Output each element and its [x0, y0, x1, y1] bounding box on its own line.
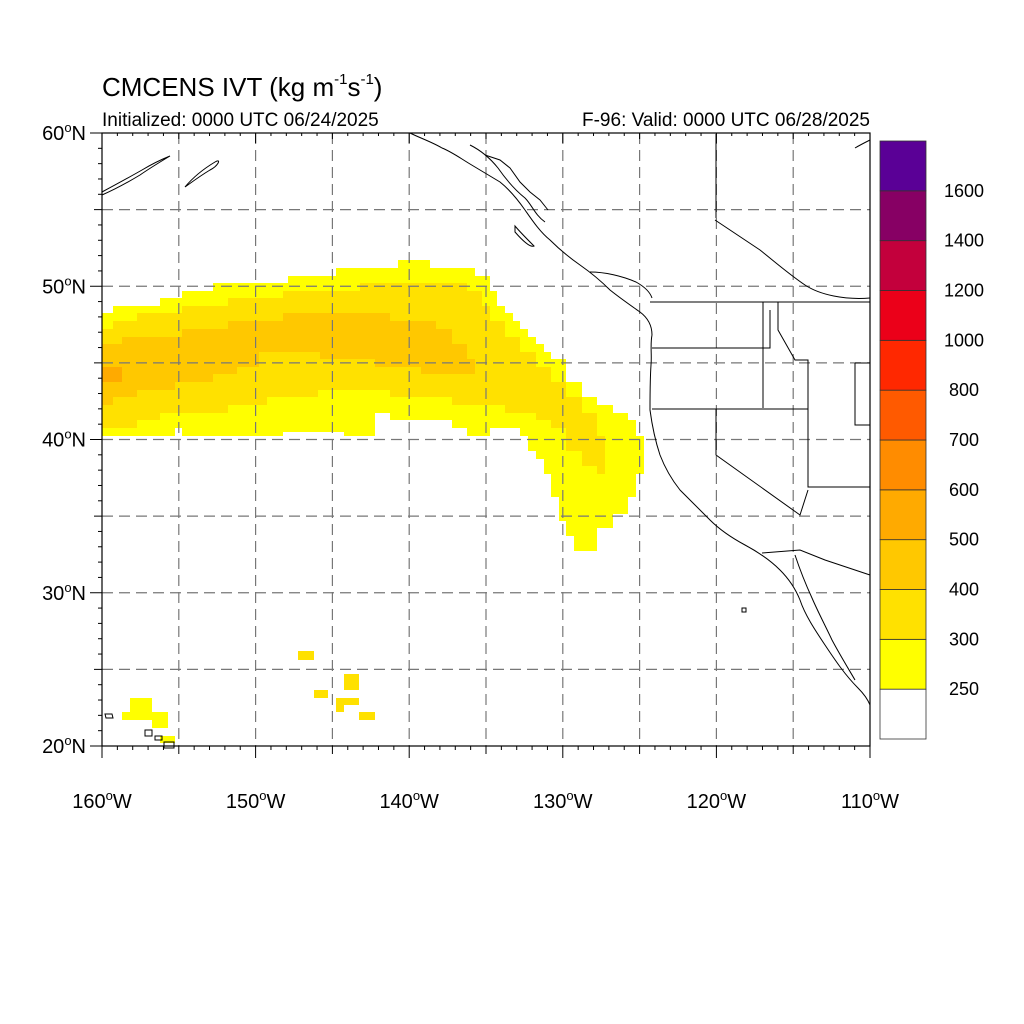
political-borders	[650, 134, 871, 576]
colorbar-swatch	[879, 190, 927, 242]
colorbar-label: 400	[949, 580, 979, 600]
axis-labels: 160oW 150oW 140oW 130oW 120oW 110oW 60oN 50oN 40…	[42, 120, 899, 813]
colorbar-swatch	[879, 638, 927, 690]
lat-tick-label: 60oN	[42, 120, 86, 145]
lat-tick-label: 40oN	[42, 427, 86, 452]
colorbar-label: 700	[949, 430, 979, 450]
colorbar-label: 1400	[944, 231, 984, 251]
lon-tick-label: 140oW	[379, 788, 439, 813]
colorbar-swatch	[879, 290, 927, 341]
colorbar-swatch	[879, 240, 927, 291]
ivt-area-400	[102, 313, 475, 405]
colorbar-label: 1600	[944, 181, 984, 201]
lon-tick-label: 130oW	[533, 788, 593, 813]
colorbar-swatch	[879, 140, 927, 192]
colorbar-swatch	[879, 439, 927, 491]
ivt-colorbar: 250 300 400 500 600 700 800 1000 1200 1400 1600	[879, 140, 984, 740]
lon-tick-label: 120oW	[687, 788, 747, 813]
valid-time: F-96: Valid: 0000 UTC 06/28/2025	[582, 110, 870, 131]
ivt-patch	[344, 674, 359, 690]
ivt-area-500	[102, 367, 122, 382]
axis-ticks	[90, 132, 871, 758]
ivt-patch	[359, 712, 375, 720]
map-title: CMCENS IVT (kg m-1s-1)	[102, 71, 383, 102]
colorbar-label: 500	[949, 530, 979, 550]
colorbar-label: 250	[949, 679, 979, 699]
colorbar-swatch	[879, 389, 927, 441]
lat-tick-label: 30oN	[42, 580, 86, 605]
colorbar-label: 1200	[944, 281, 984, 301]
lon-tick-label: 150oW	[226, 788, 286, 813]
ivt-patch	[160, 736, 175, 743]
colorbar-swatch	[879, 339, 927, 391]
lat-tick-label: 20oN	[42, 733, 86, 758]
ivt-patch	[314, 690, 328, 698]
ivt-patch	[298, 651, 314, 660]
colorbar-label: 800	[949, 380, 979, 400]
ivt-field	[102, 260, 644, 743]
colorbar-swatch	[879, 489, 927, 541]
lon-tick-label: 110oW	[841, 788, 899, 813]
colorbar-label: 1000	[944, 330, 984, 350]
ivt-patch	[122, 698, 168, 728]
colorbar-label: 300	[949, 629, 979, 649]
lat-lon-grid	[102, 133, 870, 746]
ivt-patch	[336, 698, 359, 712]
lat-tick-label: 50oN	[42, 273, 86, 298]
colorbar-swatch	[879, 688, 927, 740]
colorbar-label: 600	[949, 480, 979, 500]
colorbar-swatch	[879, 589, 927, 640]
coastlines	[101, 132, 871, 749]
initialized-time: Initialized: 0000 UTC 06/24/2025	[102, 110, 379, 131]
colorbar-swatch	[879, 539, 927, 590]
lon-tick-label: 160oW	[72, 788, 132, 813]
